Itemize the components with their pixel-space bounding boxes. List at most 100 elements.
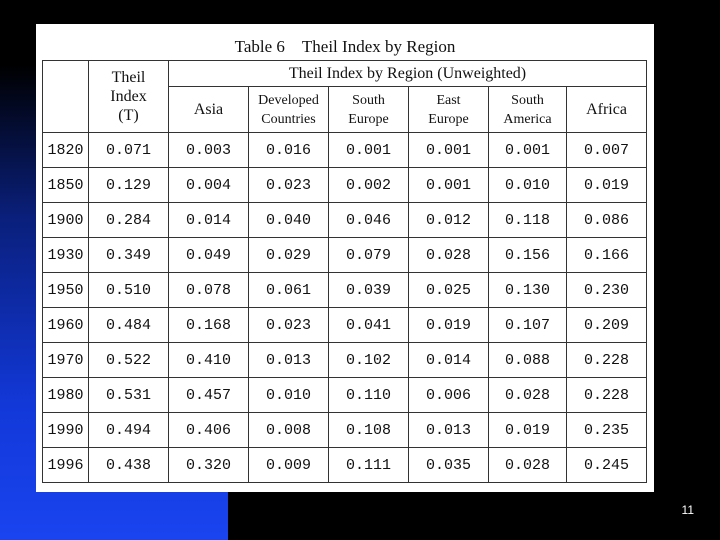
header-line: America [503,111,552,127]
table-row: 1900 0.284 0.014 0.040 0.046 0.012 0.118 0.086 [42,202,647,238]
region-header: South Europe [328,86,409,133]
value-cell: 0.019 [566,167,647,203]
table-body: 1820 0.071 0.003 0.016 0.001 0.001 0.001 0.007 1… [42,132,647,483]
value-cell: 0.235 [566,412,647,448]
value-cell: 0.028 [488,377,567,413]
value-cell: 0.025 [408,272,489,308]
year-cell: 1990 [42,412,89,448]
value-cell: 0.028 [408,237,489,273]
value-cell: 0.166 [566,237,647,273]
value-cell: 0.531 [88,377,169,413]
value-cell: 0.168 [168,307,249,343]
header-line: (T) [118,107,139,124]
header-line: Countries [261,111,316,127]
region-header: South America [488,86,567,133]
value-cell: 0.016 [248,132,329,168]
value-cell: 0.023 [248,307,329,343]
table-row: 1996 0.438 0.320 0.009 0.111 0.035 0.028 0.245 [42,447,647,483]
table-row: 1990 0.494 0.406 0.008 0.108 0.013 0.019 0.235 [42,412,647,448]
header-line: Europe [428,111,469,127]
value-cell: 0.029 [248,237,329,273]
value-cell: 0.061 [248,272,329,308]
value-cell: 0.129 [88,167,169,203]
value-cell: 0.010 [248,377,329,413]
region-header: East Europe [408,86,489,133]
value-cell: 0.001 [408,132,489,168]
value-cell: 0.510 [88,272,169,308]
value-cell: 0.010 [488,167,567,203]
value-cell: 0.156 [488,237,567,273]
table-row: 1980 0.531 0.457 0.010 0.110 0.006 0.028 0.228 [42,377,647,413]
value-cell: 0.078 [168,272,249,308]
value-cell: 0.041 [328,307,409,343]
header-line: Index [110,88,147,105]
region-header: Developed Countries [248,86,329,133]
value-cell: 0.320 [168,447,249,483]
value-cell: 0.014 [408,342,489,378]
value-cell: 0.079 [328,237,409,273]
value-cell: 0.008 [248,412,329,448]
table-image: Table 6 Theil Index by Region Theil Index… [36,24,654,492]
year-cell: 1950 [42,272,89,308]
value-cell: 0.102 [328,342,409,378]
table: Theil Index (T) Theil Index by Region (Unw… [42,60,647,483]
table-title: Table 6 Theil Index by Region [234,37,456,56]
value-cell: 0.111 [328,447,409,483]
value-cell: 0.118 [488,202,567,238]
header-row: Asia Developed Countries South Europe East Eur… [43,86,647,133]
value-cell: 0.107 [488,307,567,343]
header-row: Theil Index (T) Theil Index by Region (Unw… [42,60,647,133]
value-cell: 0.040 [248,202,329,238]
header-line: East [436,92,461,108]
table-row: 1930 0.349 0.049 0.029 0.079 0.028 0.156 0.166 [42,237,647,273]
value-cell: 0.001 [328,132,409,168]
value-cell: 0.108 [328,412,409,448]
value-cell: 0.245 [566,447,647,483]
value-cell: 0.003 [168,132,249,168]
table-row: 1960 0.484 0.168 0.023 0.041 0.019 0.107 0.209 [42,307,647,343]
table-row: 1970 0.522 0.410 0.013 0.102 0.014 0.088 0.228 [42,342,647,378]
value-cell: 0.013 [248,342,329,378]
theil-header: Theil Index (T) [88,60,169,133]
year-cell: 1960 [42,307,89,343]
header-line: South [511,92,544,108]
slide-number: 11 [681,503,694,517]
table-row: 1850 0.129 0.004 0.023 0.002 0.001 0.010 0.019 [42,167,647,203]
value-cell: 0.349 [88,237,169,273]
year-cell: 1900 [42,202,89,238]
year-header [42,60,89,133]
value-cell: 0.071 [88,132,169,168]
table-row: 1820 0.071 0.003 0.016 0.001 0.001 0.001 0.007 [42,132,647,168]
value-cell: 0.438 [88,447,169,483]
year-cell: 1970 [42,342,89,378]
table-row: 1950 0.510 0.078 0.061 0.039 0.025 0.130 0.230 [42,272,647,308]
value-cell: 0.014 [168,202,249,238]
year-cell: 1930 [42,237,89,273]
value-cell: 0.410 [168,342,249,378]
value-cell: 0.028 [488,447,567,483]
value-cell: 0.086 [566,202,647,238]
value-cell: 0.228 [566,377,647,413]
value-cell: 0.001 [408,167,489,203]
value-cell: 0.006 [408,377,489,413]
value-cell: 0.522 [88,342,169,378]
value-cell: 0.013 [408,412,489,448]
value-cell: 0.049 [168,237,249,273]
value-cell: 0.228 [566,342,647,378]
region-header: Asia [168,86,249,133]
header-line: Europe [348,111,389,127]
year-cell: 1820 [42,132,89,168]
value-cell: 0.002 [328,167,409,203]
year-cell: 1850 [42,167,89,203]
header-line: Africa [586,101,627,118]
value-cell: 0.035 [408,447,489,483]
value-cell: 0.284 [88,202,169,238]
header-line: Asia [193,101,224,118]
value-cell: 0.019 [488,412,567,448]
value-cell: 0.046 [328,202,409,238]
value-cell: 0.023 [248,167,329,203]
value-cell: 0.088 [488,342,567,378]
value-cell: 0.230 [566,272,647,308]
value-cell: 0.001 [488,132,567,168]
